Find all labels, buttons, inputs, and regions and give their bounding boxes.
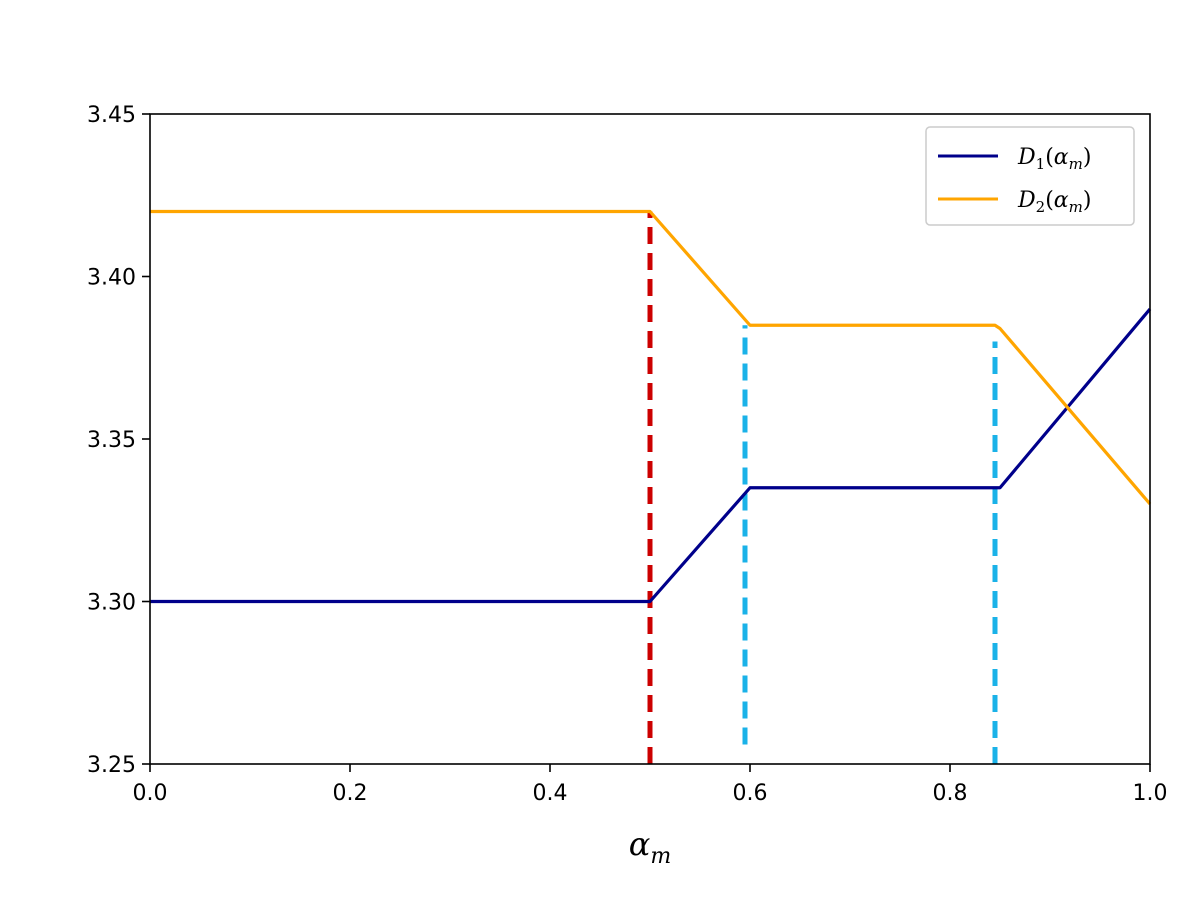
vertical-markers	[647, 211, 998, 764]
x-axis-ticks: 0.0 0.2 0.4 0.6 0.8 1.0	[133, 764, 1168, 806]
x-axis-title: αm	[629, 825, 671, 869]
series-lines	[150, 209, 1152, 604]
legend-label-d1: D1(αm)	[1017, 145, 1091, 173]
y-axis-ticks: 3.25 3.30 3.35 3.40 3.45	[87, 103, 150, 778]
x-tick-label: 0.4	[533, 781, 568, 806]
y-tick-label: 3.25	[87, 753, 136, 778]
x-tick-label: 0.2	[333, 781, 368, 806]
y-tick-label: 3.45	[87, 103, 136, 128]
y-tick-label: 3.35	[87, 428, 136, 453]
series-line-d2	[150, 209, 1152, 506]
x-tick-label: 1.0	[1133, 781, 1168, 806]
legend-label-d2: D2(αm)	[1017, 188, 1091, 216]
x-tick-label: 0.0	[133, 781, 168, 806]
x-tick-label: 0.8	[933, 781, 968, 806]
legend: D1(αm) D2(αm)	[925, 126, 1135, 226]
x-tick-label: 0.6	[733, 781, 768, 806]
y-tick-label: 3.40	[87, 266, 136, 291]
y-tick-label: 3.30	[87, 591, 136, 616]
series-line-d1	[150, 307, 1152, 604]
